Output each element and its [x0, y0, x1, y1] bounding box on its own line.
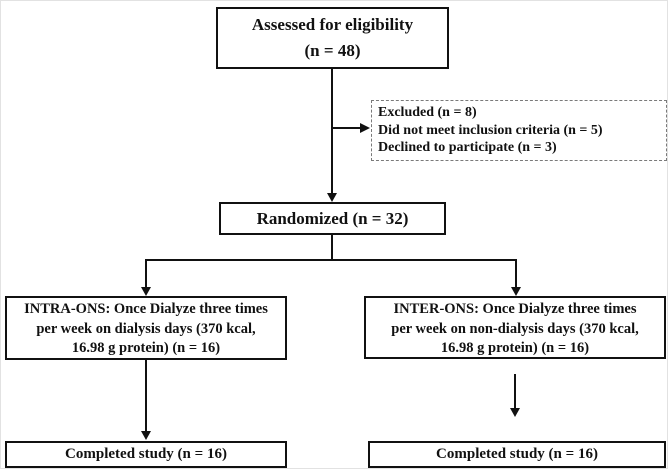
- inter-arm-line: INTER-ONS: Once Dialyze three times: [393, 301, 637, 317]
- intra-arm-line: 16.98 g protein) (n = 16): [71, 340, 221, 356]
- flow-box-excluded: Excluded (n = 8) Did not meet inclusion …: [371, 100, 667, 161]
- flow-box-completed-inter: Completed study (n = 16): [368, 441, 666, 468]
- arrow-down-icon: [511, 287, 521, 296]
- excluded-line: Declined to participate (n = 3): [378, 140, 557, 156]
- flow-box-inter-ons-arm: INTER-ONS: Once Dialyze three times per …: [364, 296, 666, 359]
- flow-box-randomized: Randomized (n = 32): [219, 202, 446, 235]
- intra-arm-line: per week on dialysis days (370 kcal,: [36, 320, 256, 337]
- inter-arm-line: 16.98 g protein) (n = 16): [440, 340, 590, 356]
- inter-arm-line: per week on non-dialysis days (370 kcal,: [391, 320, 639, 337]
- arrow-down-icon: [141, 287, 151, 296]
- flow-box-completed-intra: Completed study (n = 16): [5, 441, 287, 468]
- arrow-down-icon: [141, 431, 151, 440]
- connector-branch-to-intra: [145, 259, 147, 288]
- completed-inter-label: Completed study (n = 16): [436, 446, 598, 462]
- connector-randomized-stem: [331, 235, 333, 261]
- intra-arm-line: INTRA-ONS: Once Dialyze three times: [24, 301, 268, 317]
- connector-to-excluded: [332, 127, 361, 129]
- assessed-eligibility-count: (n = 48): [304, 41, 361, 60]
- connector-branch-bar: [145, 259, 517, 261]
- flow-box-intra-ons-arm: INTRA-ONS: Once Dialyze three times per …: [5, 296, 287, 360]
- flow-box-assessed-eligibility: Assessed for eligibility (n = 48): [216, 7, 449, 69]
- assessed-eligibility-label: Assessed for eligibility: [251, 15, 414, 34]
- randomized-label: Randomized (n = 32): [256, 208, 409, 228]
- excluded-line: Did not meet inclusion criteria (n = 5): [378, 122, 603, 138]
- arrow-down-icon: [327, 193, 337, 202]
- excluded-line: Excluded (n = 8): [378, 105, 477, 120]
- arrow-down-icon: [510, 408, 520, 417]
- completed-intra-label: Completed study (n = 16): [65, 446, 227, 462]
- connector-eligibility-to-randomized: [331, 69, 333, 193]
- arrow-right-icon: [360, 123, 370, 133]
- connector-intra-to-completed: [145, 360, 147, 431]
- connector-inter-to-completed: [514, 374, 516, 409]
- connector-branch-to-inter: [515, 259, 517, 288]
